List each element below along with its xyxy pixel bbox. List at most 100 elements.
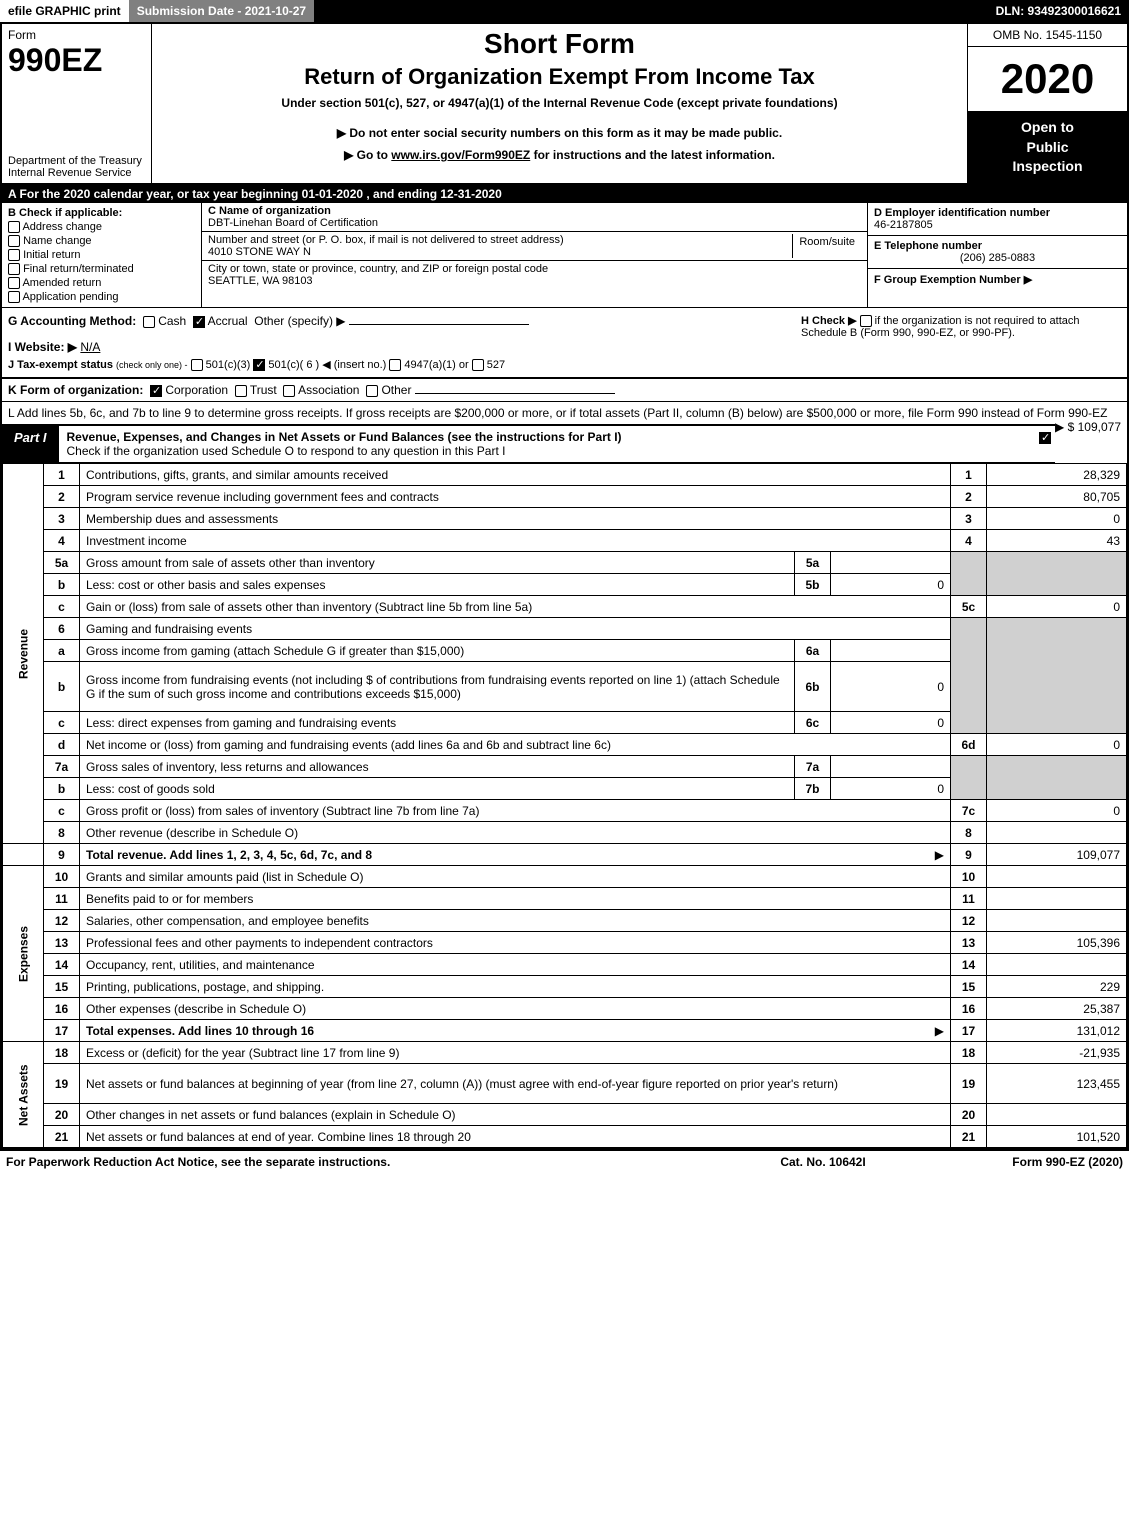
part1-tag: Part I xyxy=(2,426,59,462)
sub-num: 6a xyxy=(795,640,831,662)
chk-trust[interactable] xyxy=(235,385,247,397)
accrual-label: Accrual xyxy=(208,314,248,328)
chk-association[interactable] xyxy=(283,385,295,397)
chk-501c3[interactable] xyxy=(191,359,203,371)
ssn-warning: ▶ Do not enter social security numbers o… xyxy=(160,126,959,140)
line-desc: Less: direct expenses from gaming and fu… xyxy=(80,712,795,734)
chk-4947[interactable] xyxy=(389,359,401,371)
right-info: D Employer identification number 46-2187… xyxy=(867,203,1127,308)
topbar-spacer xyxy=(314,0,987,22)
line-num: 5a xyxy=(44,552,80,574)
expenses-sidebar: Expenses xyxy=(3,866,44,1042)
line-val: 0 xyxy=(987,800,1127,822)
line-val: 101,520 xyxy=(987,1126,1127,1148)
top-bar: efile GRAPHIC print Submission Date - 20… xyxy=(0,0,1129,22)
sub-val xyxy=(831,640,951,662)
chk-final-return[interactable]: Final return/terminated xyxy=(8,263,195,275)
line-val: 25,387 xyxy=(987,998,1127,1020)
line-num: a xyxy=(44,640,80,662)
tax-period-row: A For the 2020 calendar year, or tax yea… xyxy=(2,185,1127,203)
line-desc: Net assets or fund balances at end of ye… xyxy=(80,1126,951,1148)
part1-checkbox[interactable] xyxy=(1035,426,1055,462)
header-right: OMB No. 1545-1150 2020 Open to Public In… xyxy=(967,24,1127,183)
sub-num: 5b xyxy=(795,574,831,596)
line-rn: 21 xyxy=(951,1126,987,1148)
line-rn: 18 xyxy=(951,1042,987,1064)
ein-cell: D Employer identification number 46-2187… xyxy=(868,203,1127,236)
city-label: City or town, state or province, country… xyxy=(208,263,861,275)
phone-value: (206) 285-0883 xyxy=(874,252,1121,264)
form-header: Form 990EZ Department of the Treasury In… xyxy=(2,24,1127,185)
grey-cell xyxy=(987,618,1127,734)
form-of-org-row: K Form of organization: Corporation Trus… xyxy=(2,378,1127,401)
line-desc: Other changes in net assets or fund bala… xyxy=(80,1104,951,1126)
line-desc: Professional fees and other payments to … xyxy=(80,932,951,954)
footer-left: For Paperwork Reduction Act Notice, see … xyxy=(6,1155,723,1169)
chk-501c[interactable] xyxy=(253,359,265,371)
line-desc: Investment income xyxy=(80,530,951,552)
line-val: 43 xyxy=(987,530,1127,552)
chk-name-change[interactable]: Name change xyxy=(8,235,195,247)
chk-application-pending[interactable]: Application pending xyxy=(8,291,195,303)
addr-label: Number and street (or P. O. box, if mail… xyxy=(208,234,564,246)
h-label: H Check ▶ xyxy=(801,315,857,327)
irs-link[interactable]: www.irs.gov/Form990EZ xyxy=(391,148,530,162)
j-opts4: 527 xyxy=(487,359,505,371)
line-desc: Occupancy, rent, utilities, and maintena… xyxy=(80,954,951,976)
chk-corporation[interactable] xyxy=(150,385,162,397)
other-org-line[interactable] xyxy=(415,393,615,394)
other-specify-line[interactable] xyxy=(349,324,529,325)
chk-amended-return[interactable]: Amended return xyxy=(8,277,195,289)
line-num: 9 xyxy=(44,844,80,866)
line-num: 11 xyxy=(44,888,80,910)
submission-date-label: Submission Date - 2021-10-27 xyxy=(129,0,314,22)
chk-accrual[interactable] xyxy=(193,316,205,328)
chk-schedule-b[interactable] xyxy=(860,315,872,327)
page-footer: For Paperwork Reduction Act Notice, see … xyxy=(0,1150,1129,1173)
sub-num: 6b xyxy=(795,662,831,712)
line-desc: Other expenses (describe in Schedule O) xyxy=(80,998,951,1020)
line-num: b xyxy=(44,778,80,800)
line-val: 0 xyxy=(987,734,1127,756)
line-num: c xyxy=(44,712,80,734)
grey-cell xyxy=(987,756,1127,800)
part1-title: Revenue, Expenses, and Changes in Net As… xyxy=(59,426,1036,462)
footer-right: Form 990-EZ (2020) xyxy=(923,1155,1123,1169)
line-desc: Net income or (loss) from gaming and fun… xyxy=(80,734,951,756)
open-to-public: Open to Public Inspection xyxy=(968,112,1127,183)
line-desc: Gross income from fundraising events (no… xyxy=(80,662,795,712)
chk-initial-return[interactable]: Initial return xyxy=(8,249,195,261)
line-num: 1 xyxy=(44,464,80,486)
line-num: 16 xyxy=(44,998,80,1020)
line-rn: 19 xyxy=(951,1064,987,1104)
chk-cash[interactable] xyxy=(143,316,155,328)
line-val: 123,455 xyxy=(987,1064,1127,1104)
room-suite: Room/suite xyxy=(792,234,861,258)
line-num: d xyxy=(44,734,80,756)
l-text: L Add lines 5b, 6c, and 7b to line 9 to … xyxy=(8,406,1107,420)
phone-cell: E Telephone number (206) 285-0883 xyxy=(868,236,1127,269)
chk-address-change[interactable]: Address change xyxy=(8,221,195,233)
line-val: 109,077 xyxy=(987,844,1127,866)
j-sub: (check only one) - xyxy=(116,360,188,370)
line-desc: Total expenses. Add lines 10 through 16 … xyxy=(80,1020,951,1042)
org-info: C Name of organization DBT-Linehan Board… xyxy=(202,203,867,308)
efile-print-label[interactable]: efile GRAPHIC print xyxy=(0,0,129,22)
sub-val: 0 xyxy=(831,662,951,712)
line-num: 2 xyxy=(44,486,80,508)
accounting-method-row: G Accounting Method: Cash Accrual Other … xyxy=(2,308,1127,378)
address-cell: Number and street (or P. O. box, if mail… xyxy=(202,232,867,261)
sub-num: 7b xyxy=(795,778,831,800)
addr-value: 4010 STONE WAY N xyxy=(208,246,311,258)
chk-label: Address change xyxy=(22,221,102,233)
sub-num: 5a xyxy=(795,552,831,574)
line-rn: 16 xyxy=(951,998,987,1020)
chk-527[interactable] xyxy=(472,359,484,371)
j-opts: 501(c)(3) xyxy=(206,359,254,371)
chk-other-org[interactable] xyxy=(366,385,378,397)
short-form-title: Short Form xyxy=(160,28,959,60)
line-val xyxy=(987,954,1127,976)
line-desc: Membership dues and assessments xyxy=(80,508,951,530)
line-desc: Other revenue (describe in Schedule O) xyxy=(80,822,951,844)
line-num: 21 xyxy=(44,1126,80,1148)
